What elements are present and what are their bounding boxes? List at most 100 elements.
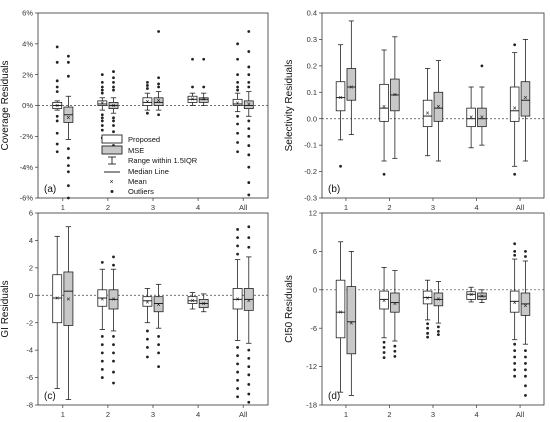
legend-swatch-mse [101, 145, 123, 155]
outlier-point [202, 85, 206, 89]
outlier-point [55, 131, 59, 135]
box-mse-All: × [243, 225, 254, 404]
box-proposed-2: × [97, 73, 108, 140]
iqr-box [335, 279, 346, 339]
outlier-point [524, 384, 527, 388]
outlier-point [513, 342, 517, 346]
box-mse-1: × [346, 20, 357, 135]
outlier-point [513, 250, 517, 253]
outlier-point [247, 73, 251, 77]
outlier-point [513, 253, 517, 257]
y-tick-label: 4 [29, 236, 33, 245]
mean-marker: × [247, 101, 251, 108]
outlier-point [236, 346, 240, 349]
mean-marker: × [55, 295, 59, 302]
outlier-point [66, 60, 70, 64]
y-tick-label: -0.1 [304, 141, 317, 150]
x-tick-label: 4 [196, 410, 200, 419]
outlier-point [146, 80, 149, 84]
outlier-point [112, 343, 115, 347]
outlier-point [524, 368, 527, 372]
legend-whisker-icon [108, 156, 116, 165]
outlier-point [157, 335, 160, 338]
mean-marker: × [202, 301, 206, 308]
mean-marker: × [426, 295, 430, 302]
outlier-point [513, 374, 517, 378]
mean-marker: × [190, 97, 194, 104]
outlier-point [100, 91, 104, 95]
box-mse-All: × [520, 250, 531, 397]
outlier-point [112, 85, 115, 89]
outlier-point [236, 57, 240, 61]
outlier-point [513, 349, 517, 352]
outlier-point [100, 85, 104, 89]
outlier-point [146, 329, 149, 333]
outlier-point [436, 330, 440, 333]
outlier-point [247, 144, 251, 147]
y-tick-label: 0.0 [307, 114, 317, 123]
mean-marker: × [338, 95, 342, 102]
mean-marker: × [480, 294, 484, 301]
box-proposed-2: × [97, 260, 108, 379]
outlier-point [146, 346, 149, 349]
iqr-box [433, 91, 444, 122]
mean-marker: × [513, 300, 517, 307]
outlier-point [157, 76, 160, 80]
y-tick-label: -2 [26, 318, 33, 327]
x-tick-label: 1 [61, 203, 65, 212]
outlier-point [524, 255, 527, 258]
outlier-point [247, 85, 251, 89]
y-tick-label: 2% [22, 70, 33, 79]
y-tick-label: 0.3 [307, 35, 317, 44]
outlier-point [236, 236, 240, 240]
outlier-point [55, 45, 59, 49]
outlier-point [247, 392, 251, 396]
outlier-point [426, 326, 430, 330]
outlier-point [66, 196, 70, 200]
y-tick-label: -12 [306, 362, 317, 371]
iqr-box [142, 97, 153, 106]
y-axis-label: Selectivity Residuals [284, 60, 295, 152]
outlier-point [66, 164, 70, 168]
mean-marker: × [393, 92, 397, 99]
outlier-point [55, 114, 59, 118]
legend-label-proposed: Proposed [128, 135, 160, 144]
box-mse-3: × [153, 283, 164, 368]
mean-marker: × [202, 97, 206, 104]
legend-label-mse: MSE [128, 146, 144, 155]
box-proposed-1: × [52, 235, 63, 389]
y-axis-label: GI Residuals [0, 280, 11, 337]
box-proposed-3: × [142, 80, 153, 115]
iqr-box [243, 100, 254, 109]
iqr-box [346, 286, 357, 355]
mean-marker: × [190, 298, 194, 305]
y-tick-label: -6% [20, 194, 34, 203]
outlier-point [202, 57, 206, 61]
outlier-point [426, 335, 430, 339]
outlier-point [339, 164, 342, 168]
box-proposed-All: × [509, 43, 520, 176]
outlier-point [247, 225, 251, 229]
box-mse-2: × [390, 36, 400, 159]
y-tick-label: 12 [309, 209, 317, 218]
box-mse-4: × [198, 293, 209, 313]
outlier-point [513, 362, 517, 365]
outlier-point [236, 228, 240, 231]
panel-label: (b) [328, 184, 340, 195]
outlier-point [236, 85, 240, 89]
outlier-point [146, 87, 149, 90]
mean-marker: × [349, 320, 353, 327]
outlier-point [191, 85, 194, 89]
outlier-point [100, 119, 104, 123]
outlier-point [66, 147, 70, 151]
outlier-point [513, 355, 517, 359]
iqr-box [97, 100, 108, 106]
x-tick-label: 2 [106, 203, 110, 212]
outlier-point [100, 116, 104, 120]
outlier-point [236, 252, 240, 256]
outlier-point [112, 119, 115, 123]
x-tick-label: All [516, 203, 525, 212]
x-tick-label: 2 [387, 203, 391, 212]
x-tick-label: 3 [431, 410, 435, 419]
outlier-point [247, 181, 251, 184]
